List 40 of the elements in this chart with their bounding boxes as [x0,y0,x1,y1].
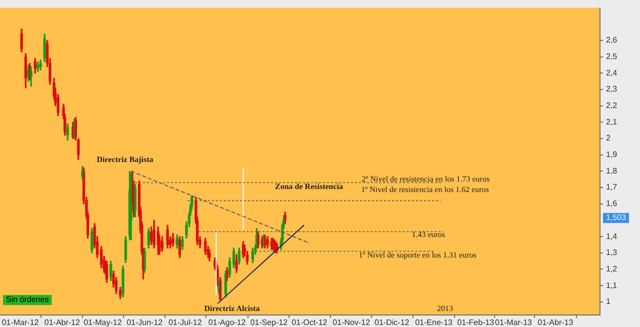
y-tick-label: 1,2 [606,264,618,274]
x-tick-label: 01-Ene-13 [415,318,454,327]
y-tick-label: 2,6 [606,36,618,45]
annotation: Zona de Resistencia [275,182,343,192]
y-tick-label: 2,3 [606,84,618,94]
y-tick-label: 1,1 [606,280,618,290]
x-tick-label: 01-Mar-12 [2,318,40,327]
annotation: 1º Nivel de soporte en los 1.31 euros [358,250,476,260]
y-tick-label: 1,8 [606,166,618,176]
annotation: 1º Nivel de resistencia en los 1.62 euros [361,185,489,194]
y-tick-label: 1,4 [606,232,618,241]
annotation: 1.43 euros [412,230,446,240]
y-tick-label: 2,5 [606,52,618,62]
x-tick-label: 01-Jun-12 [126,318,164,327]
x-tick-label: 01-Ago-12 [208,318,246,327]
y-tick-label: 1,7 [606,182,618,192]
y-tick-label: 1 [606,297,611,306]
annotation: 2º Nivel de resistencia en los 1.73 euros [362,174,490,184]
y-tick-label: 2 [606,134,611,143]
y-tick-label: 1,6 [606,199,618,208]
annotation: Directriz Alcista [204,304,260,314]
annotation: Directriz Bajista [96,155,154,164]
y-tick-label: 2,2 [606,101,618,110]
x-tick-label: 01-Oct-12 [292,318,328,327]
x-tick-label: 01-May-12 [84,318,122,327]
y-tick-label: 1,9 [606,150,618,160]
x-tick-label: 01-Jul-12 [168,318,202,327]
x-tick-label: 01-Sep-12 [250,318,288,327]
x-tick-label: 01-Dic-12 [374,318,410,327]
y-tick-label: 2,1 [606,117,618,126]
x-tick-label: 01-Mar-13 [495,318,533,327]
x-tick-label: 01-Abr-12 [44,318,80,327]
y-tick-label: 1,3 [606,248,618,258]
text: 1,503 [606,213,627,222]
y-tick-label: 2,4 [606,68,618,78]
x-tick-label: 01-Abr-13 [538,318,574,327]
annotation: 2013 [437,304,453,314]
annotation: Sin órdenes [6,295,49,304]
x-tick-label: 01-Feb-13 [457,318,495,327]
x-tick-label: 01-Nov-12 [332,318,371,327]
